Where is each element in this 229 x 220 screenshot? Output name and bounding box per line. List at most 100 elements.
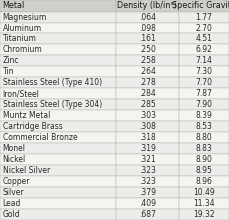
Text: Stainless Steel (Type 304): Stainless Steel (Type 304): [3, 100, 102, 109]
Bar: [179, 66, 229, 77]
Text: Silver: Silver: [3, 188, 24, 197]
Text: Monel: Monel: [3, 144, 26, 153]
Text: .308: .308: [139, 122, 155, 131]
Bar: [0, 121, 116, 132]
Text: 19.32: 19.32: [193, 210, 215, 219]
Bar: [179, 22, 229, 33]
Text: 7.30: 7.30: [195, 67, 212, 76]
Bar: [179, 44, 229, 55]
Text: 11.34: 11.34: [193, 199, 215, 208]
Bar: [116, 88, 179, 99]
Bar: [0, 165, 116, 176]
Bar: [116, 33, 179, 44]
Bar: [116, 11, 179, 22]
Bar: [116, 198, 179, 209]
Bar: [116, 77, 179, 88]
Bar: [179, 165, 229, 176]
Text: Copper: Copper: [3, 177, 30, 186]
Text: .250: .250: [139, 46, 155, 54]
Bar: [179, 154, 229, 165]
Text: 7.87: 7.87: [195, 89, 212, 98]
Bar: [116, 143, 179, 154]
Text: .319: .319: [139, 144, 155, 153]
Bar: [116, 44, 179, 55]
Bar: [0, 88, 116, 99]
Text: 1.77: 1.77: [195, 13, 212, 22]
Bar: [0, 143, 116, 154]
Bar: [179, 110, 229, 121]
Bar: [179, 11, 229, 22]
Bar: [179, 77, 229, 88]
Bar: [0, 176, 116, 187]
Text: .323: .323: [139, 166, 155, 175]
Text: 8.83: 8.83: [195, 144, 212, 153]
Text: .278: .278: [139, 78, 155, 87]
Text: .285: .285: [139, 100, 155, 109]
Text: Density (lb/in³): Density (lb/in³): [117, 1, 177, 10]
Bar: [0, 11, 116, 22]
Text: Tin: Tin: [3, 67, 14, 76]
Text: .303: .303: [139, 111, 156, 120]
Bar: [0, 0, 116, 11]
Bar: [0, 99, 116, 110]
Text: Magnesium: Magnesium: [3, 13, 47, 22]
Text: 8.39: 8.39: [195, 111, 212, 120]
Bar: [0, 187, 116, 198]
Text: .687: .687: [139, 210, 155, 219]
Bar: [116, 0, 179, 11]
Text: Specific Gravity: Specific Gravity: [172, 1, 229, 10]
Text: Metal: Metal: [3, 1, 25, 10]
Text: 10.49: 10.49: [193, 188, 215, 197]
Bar: [179, 55, 229, 66]
Text: .321: .321: [139, 155, 155, 164]
Text: 6.92: 6.92: [195, 46, 212, 54]
Bar: [179, 198, 229, 209]
Bar: [116, 132, 179, 143]
Bar: [0, 110, 116, 121]
Bar: [0, 33, 116, 44]
Bar: [116, 66, 179, 77]
Text: .323: .323: [139, 177, 155, 186]
Text: 4.51: 4.51: [195, 35, 212, 44]
Text: Cartridge Brass: Cartridge Brass: [3, 122, 63, 131]
Bar: [0, 22, 116, 33]
Text: Gold: Gold: [3, 210, 20, 219]
Bar: [0, 154, 116, 165]
Text: Nickel Silver: Nickel Silver: [3, 166, 50, 175]
Text: .409: .409: [139, 199, 156, 208]
Text: 8.96: 8.96: [195, 177, 212, 186]
Bar: [0, 198, 116, 209]
Text: .064: .064: [139, 13, 156, 22]
Bar: [0, 132, 116, 143]
Text: Commercial Bronze: Commercial Bronze: [3, 133, 77, 142]
Text: 8.53: 8.53: [195, 122, 212, 131]
Text: .318: .318: [139, 133, 155, 142]
Bar: [179, 88, 229, 99]
Text: .379: .379: [139, 188, 156, 197]
Bar: [179, 209, 229, 220]
Text: 7.70: 7.70: [195, 78, 212, 87]
Bar: [0, 44, 116, 55]
Text: Lead: Lead: [3, 199, 21, 208]
Text: Zinc: Zinc: [3, 56, 19, 65]
Bar: [179, 33, 229, 44]
Text: 7.90: 7.90: [195, 100, 212, 109]
Text: 8.80: 8.80: [195, 133, 212, 142]
Text: 8.95: 8.95: [195, 166, 212, 175]
Bar: [116, 154, 179, 165]
Bar: [116, 176, 179, 187]
Text: Muntz Metal: Muntz Metal: [3, 111, 50, 120]
Bar: [179, 187, 229, 198]
Bar: [116, 165, 179, 176]
Bar: [116, 22, 179, 33]
Bar: [0, 77, 116, 88]
Text: .161: .161: [139, 35, 155, 44]
Text: .258: .258: [139, 56, 155, 65]
Text: Stainless Steel (Type 410): Stainless Steel (Type 410): [3, 78, 102, 87]
Text: Titanium: Titanium: [3, 35, 37, 44]
Bar: [179, 0, 229, 11]
Bar: [116, 99, 179, 110]
Text: .284: .284: [139, 89, 155, 98]
Text: .264: .264: [139, 67, 155, 76]
Text: 8.90: 8.90: [195, 155, 212, 164]
